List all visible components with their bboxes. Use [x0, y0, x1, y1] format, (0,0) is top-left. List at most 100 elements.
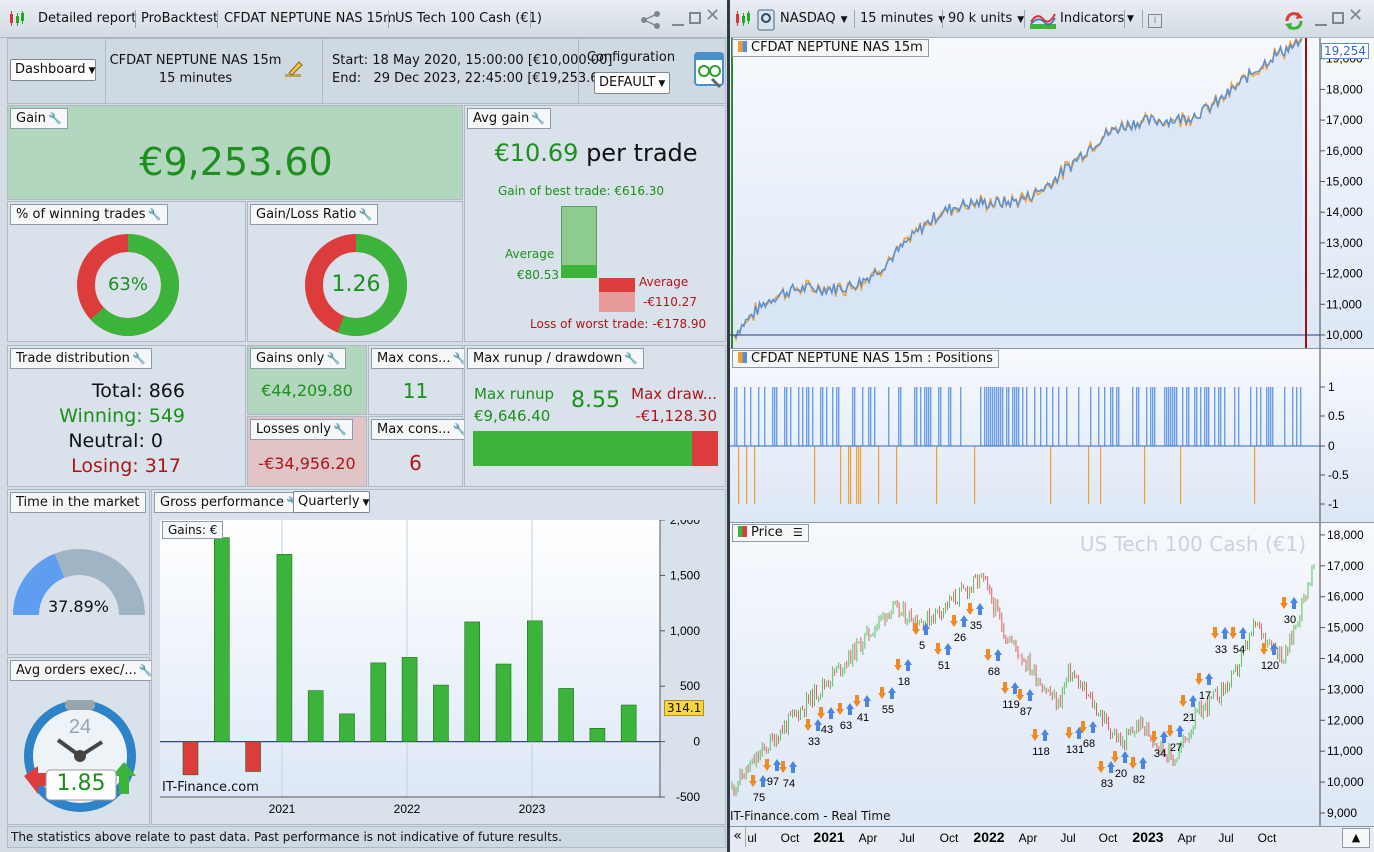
long-position-mark	[930, 387, 932, 446]
y-tick-label: 1	[1328, 380, 1335, 394]
trade-marker-label: 97	[767, 776, 779, 788]
view-select[interactable]: Dashboard ▼	[10, 59, 96, 81]
max-cons-win-label: Max cons... 🔧	[371, 348, 473, 369]
long-position-mark	[1296, 387, 1298, 446]
strategy-tab[interactable]: CFDAT NEPTUNE NAS 15m	[224, 11, 396, 26]
settings-report-icon[interactable]	[694, 49, 726, 89]
wrench-icon[interactable]: 🔧	[131, 352, 146, 365]
indicators-button[interactable]: Indicators	[1060, 11, 1125, 26]
wrench-icon[interactable]: 🔧	[333, 423, 347, 436]
footer-disclaimer: The statistics above relate to past data…	[7, 826, 726, 848]
positions-panel: 1 0.5 0 -0.5 -1 CFDAT NEPTUNE NAS 15m : Posi…	[730, 348, 1374, 523]
share-icon[interactable]	[640, 10, 662, 30]
long-position-mark	[1186, 387, 1188, 446]
sell-arrow-icon	[1097, 761, 1105, 773]
equity-curve: 19,00018,00017,00016,00015,00014,00013,0…	[730, 38, 1363, 348]
sell-arrow-icon	[912, 623, 920, 635]
long-position-mark	[822, 387, 824, 446]
short-position-mark	[850, 446, 852, 504]
x-tick-label: Oct	[1099, 831, 1118, 845]
sell-arrow-icon	[836, 703, 844, 715]
buy-arrow-icon	[827, 707, 835, 719]
avg-loss-label: Average	[639, 275, 689, 289]
maximize-icon[interactable]	[689, 12, 701, 24]
close-icon[interactable]: ✕	[1348, 5, 1364, 26]
avg-win-label: Average	[505, 247, 555, 261]
timeframe-select[interactable]: 15 minutes▼	[860, 8, 945, 30]
avg-gain-value: €10.69	[494, 139, 579, 167]
minimize-icon[interactable]	[672, 10, 684, 26]
long-position-mark	[1066, 387, 1068, 446]
list-icon[interactable]: ☰	[792, 526, 803, 539]
buy-arrow-icon	[1189, 695, 1197, 707]
chevron-down-icon[interactable]: ▼	[1127, 14, 1134, 24]
max-runup-value: €9,646.40	[474, 407, 551, 425]
right-toolbar: NASDAQ▼ 15 minutes▼ 90 k units▼ Indicato…	[730, 0, 1374, 38]
buy-arrow-icon	[944, 643, 952, 655]
long-position-mark	[1150, 387, 1152, 446]
wrench-icon[interactable]: 🔧	[326, 352, 341, 365]
wrench-icon[interactable]: 🔧	[452, 352, 467, 365]
market-select[interactable]: NASDAQ ▼	[780, 11, 848, 26]
long-position-mark	[852, 387, 854, 446]
close-icon[interactable]: ✕	[705, 5, 721, 26]
buy-arrow-icon	[846, 703, 854, 715]
period-select[interactable]: Quarterly ▼	[293, 491, 370, 513]
configuration-select[interactable]: DEFAULT ▼	[594, 72, 670, 94]
wrench-icon[interactable]: 🔧	[358, 208, 373, 221]
sell-arrow-icon	[1031, 729, 1039, 741]
wrench-icon[interactable]: 🔧	[531, 112, 546, 125]
maximize-icon[interactable]	[1332, 12, 1344, 24]
y-tick-label: 10,000	[1327, 775, 1364, 789]
wrench-icon[interactable]: 🔧	[452, 423, 467, 436]
long-position-mark	[812, 387, 814, 446]
long-position-mark	[1016, 387, 1018, 446]
equity-last-value: 19,254	[1321, 43, 1369, 59]
expand-icon[interactable]: ▲	[1342, 828, 1370, 848]
sell-arrow-icon	[763, 759, 771, 771]
buy-arrow-icon	[1176, 725, 1184, 737]
left-toolbar: Detailed report ProBacktest CFDAT NEPTUN…	[0, 0, 727, 38]
info-icon[interactable]: i	[1148, 14, 1162, 28]
sell-arrow-icon	[853, 695, 861, 707]
long-position-mark	[1220, 387, 1222, 446]
sell-arrow-icon	[1195, 673, 1203, 685]
wrench-icon[interactable]: 🔧	[48, 112, 62, 125]
gross-performance-label: Gross performance🔧	[154, 492, 307, 513]
sell-arrow-icon	[1211, 627, 1219, 639]
long-position-mark	[1136, 387, 1138, 446]
detailed-report-tab[interactable]: Detailed report	[38, 11, 137, 26]
long-position-mark	[948, 387, 950, 446]
bar-2023Q3	[589, 728, 606, 742]
instrument-tab[interactable]: US Tech 100 Cash (€1)	[395, 11, 542, 26]
long-position-mark	[798, 387, 800, 446]
wrench-icon[interactable]: 🔧	[624, 352, 639, 365]
chart-settings-icon[interactable]	[757, 9, 775, 31]
scroll-left-icon[interactable]: «	[730, 827, 746, 847]
long-position-mark	[1078, 387, 1080, 446]
edit-icon[interactable]	[284, 59, 304, 79]
refresh-icon[interactable]	[1283, 10, 1305, 32]
long-position-mark	[1208, 387, 1210, 446]
x-tick-label: Jul	[1218, 831, 1233, 845]
x-tick-label: 2023	[1132, 829, 1163, 845]
long-position-mark	[1154, 387, 1156, 446]
trade-marker-label: 55	[882, 704, 894, 716]
wrench-icon[interactable]: 🔧	[138, 664, 153, 677]
avg-loss-value: -€110.27	[643, 295, 697, 309]
bar-2022Q3	[464, 621, 481, 742]
long-position-mark	[1026, 387, 1028, 446]
start-label: Start:	[332, 53, 369, 68]
indicators-icon[interactable]	[1030, 10, 1056, 30]
short-position-mark	[746, 446, 748, 504]
y-tick-label: 12,000	[1326, 267, 1363, 281]
buy-arrow-icon	[960, 615, 968, 627]
wrench-icon[interactable]: 🔧	[147, 208, 162, 221]
bar-2021Q4	[370, 662, 387, 742]
minimize-icon[interactable]	[1315, 10, 1327, 26]
units-select[interactable]: 90 k units ▼	[948, 11, 1025, 26]
long-position-mark	[940, 387, 942, 446]
splitter[interactable]	[727, 0, 730, 852]
trade-marker-label: 87	[1020, 706, 1032, 718]
probacktest-tab[interactable]: ProBacktest	[141, 11, 219, 26]
